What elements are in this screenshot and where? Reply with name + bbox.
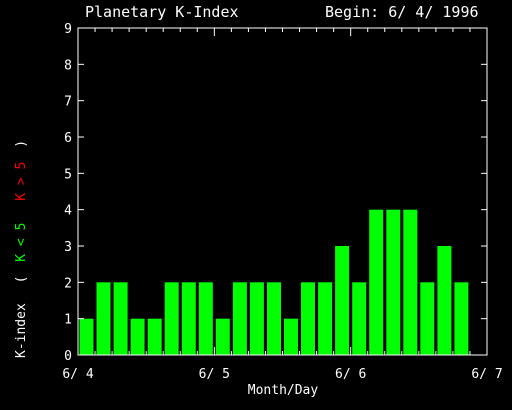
bar: [164, 282, 179, 355]
begin-date: Begin: 6/ 4/ 1996: [325, 3, 479, 21]
y-tick-label: 7: [64, 95, 72, 110]
y-tick-label: 9: [64, 22, 72, 37]
bar: [454, 282, 469, 355]
bar: [232, 282, 247, 355]
bar: [437, 246, 452, 355]
x-tick-label: 6/ 6: [335, 367, 366, 382]
bar: [369, 209, 384, 355]
bar: [352, 282, 367, 355]
bar: [420, 282, 435, 355]
bar: [403, 209, 418, 355]
bar: [130, 318, 145, 355]
bar: [215, 318, 230, 355]
bar: [301, 282, 315, 355]
y-tick-label: 4: [64, 204, 72, 219]
bar: [249, 282, 264, 355]
y-axis-label: K-index ( K < 5 K > 5 ): [14, 140, 29, 358]
x-tick-label: 6/ 4: [62, 367, 93, 382]
bar: [181, 282, 196, 355]
bar: [96, 282, 111, 355]
x-tick-label: 6/ 5: [199, 367, 230, 382]
x-tick-label: 6/ 7: [471, 367, 502, 382]
bar: [113, 282, 128, 355]
y-tick-label: 6: [64, 131, 72, 146]
bar: [267, 282, 281, 355]
y-tick-label: 3: [64, 240, 72, 255]
y-label-paren-open: (: [14, 276, 29, 284]
y-tick-label: 0: [64, 349, 72, 364]
bar-group: [79, 209, 469, 355]
y-label-low: K < 5: [14, 223, 29, 262]
bar: [198, 282, 213, 355]
y-label-main: K-index: [14, 303, 29, 358]
bar: [147, 318, 162, 355]
chart-title: Planetary K-Index: [85, 3, 239, 21]
y-tick-label: 2: [64, 276, 72, 291]
y-label-high: K > 5: [14, 162, 29, 201]
x-axis-label: Month/Day: [248, 383, 319, 398]
y-tick-label: 5: [64, 167, 72, 182]
axes: [77, 27, 488, 356]
bar: [318, 282, 333, 355]
y-label-paren-close: ): [14, 140, 29, 148]
bar: [335, 246, 350, 355]
bar: [79, 318, 94, 355]
svg-text:K-index ( K <: K-index ( K < 5 K > 5 ): [14, 140, 29, 358]
bar: [284, 318, 298, 355]
tick-labels: 0 1 2 3 4 5 6 7 8 9 6/ 4 6/ 5 6/ 6 6/ 7: [62, 22, 502, 382]
bar: [386, 209, 401, 355]
y-tick-label: 8: [64, 58, 72, 73]
y-tick-label: 1: [64, 313, 72, 328]
